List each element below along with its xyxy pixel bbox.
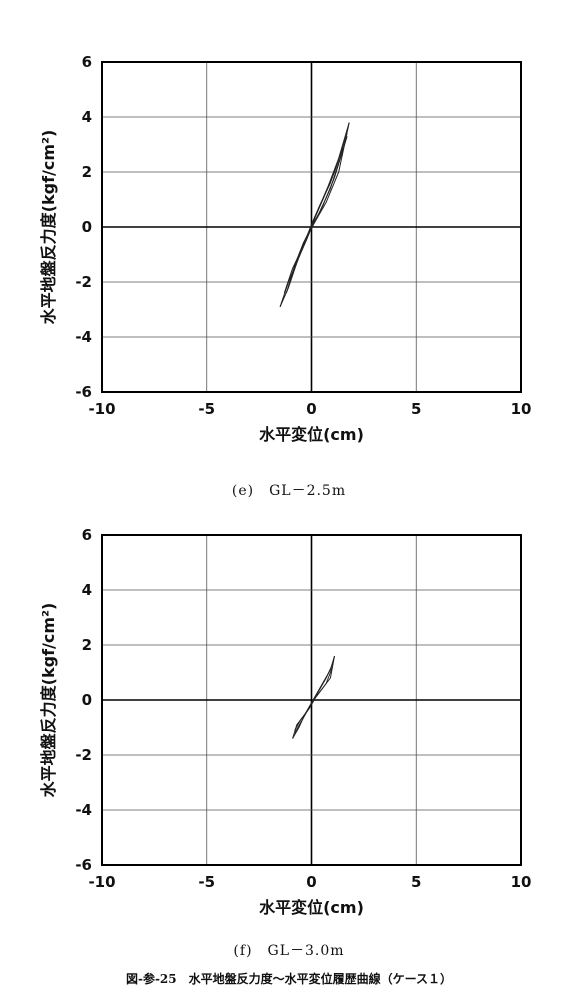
panel-caption-f: (f) GL－3.0m bbox=[233, 943, 345, 959]
chart-panel-e: -10 -5 0 5 10 -6 -4 -2 0 2 4 6 水平変位(cm) 水平地盤反力度(kgf/c… bbox=[0, 50, 578, 490]
x-tick-label: 5 bbox=[411, 400, 421, 418]
y-tick-label: -4 bbox=[75, 801, 92, 819]
hysteresis-curve-5 bbox=[290, 147, 344, 280]
x-tick-label: 0 bbox=[306, 873, 316, 891]
y-axis-title: 水平地盤反力度(kgf/cm²) bbox=[39, 130, 58, 325]
y-tick-label: -2 bbox=[75, 273, 92, 291]
x-axis-title: 水平変位(cm) bbox=[259, 425, 364, 444]
y-tick-label: 0 bbox=[82, 218, 92, 236]
panel-caption-e: (e) GL－2.5m bbox=[231, 483, 347, 499]
y-tick-label: 0 bbox=[82, 691, 92, 709]
chart-svg: -10 -5 0 5 10 -6 -4 -2 0 2 4 6 水平変位(cm) 水平地盤反力度(kgf/c… bbox=[39, 526, 532, 917]
y-tick-label: 2 bbox=[82, 636, 92, 654]
chart-panel-f: -10 -5 0 5 10 -6 -4 -2 0 2 4 6 水平変位(cm) 水平地盤反力度(kgf/c… bbox=[0, 523, 578, 963]
chart-svg: -10 -5 0 5 10 -6 -4 -2 0 2 4 6 水平変位(cm) 水平地盤反力度(kgf/c… bbox=[39, 53, 532, 444]
x-tick-label: 0 bbox=[306, 400, 316, 418]
y-tick-label: 4 bbox=[82, 108, 92, 126]
x-tick-label: -5 bbox=[198, 400, 215, 418]
x-tick-label: 5 bbox=[411, 873, 421, 891]
x-tick-label: 10 bbox=[511, 873, 532, 891]
figure-caption: 図-参-25 水平地盤反力度～水平変位履歴曲線（ケース１） bbox=[125, 972, 453, 986]
x-tick-label: -10 bbox=[88, 400, 115, 418]
x-tick-label: -5 bbox=[198, 873, 215, 891]
plot-frame bbox=[101, 534, 522, 866]
plot-frame bbox=[101, 61, 522, 393]
y-tick-label: -6 bbox=[75, 856, 92, 874]
y-axis-title: 水平地盤反力度(kgf/cm²) bbox=[39, 603, 58, 798]
y-tick-label: 6 bbox=[82, 526, 92, 544]
y-tick-label: -4 bbox=[75, 328, 92, 346]
x-axis-title: 水平変位(cm) bbox=[259, 898, 364, 917]
y-tick-label: -2 bbox=[75, 746, 92, 764]
hysteresis-curve-4 bbox=[294, 666, 333, 731]
y-tick-label: 4 bbox=[82, 581, 92, 599]
x-tick-label: 10 bbox=[511, 400, 532, 418]
y-tick-label: -6 bbox=[75, 383, 92, 401]
x-tick-label: -10 bbox=[88, 873, 115, 891]
y-tick-label: 2 bbox=[82, 163, 92, 181]
hysteresis-curve-6 bbox=[290, 149, 344, 280]
y-tick-label: 6 bbox=[82, 53, 92, 71]
